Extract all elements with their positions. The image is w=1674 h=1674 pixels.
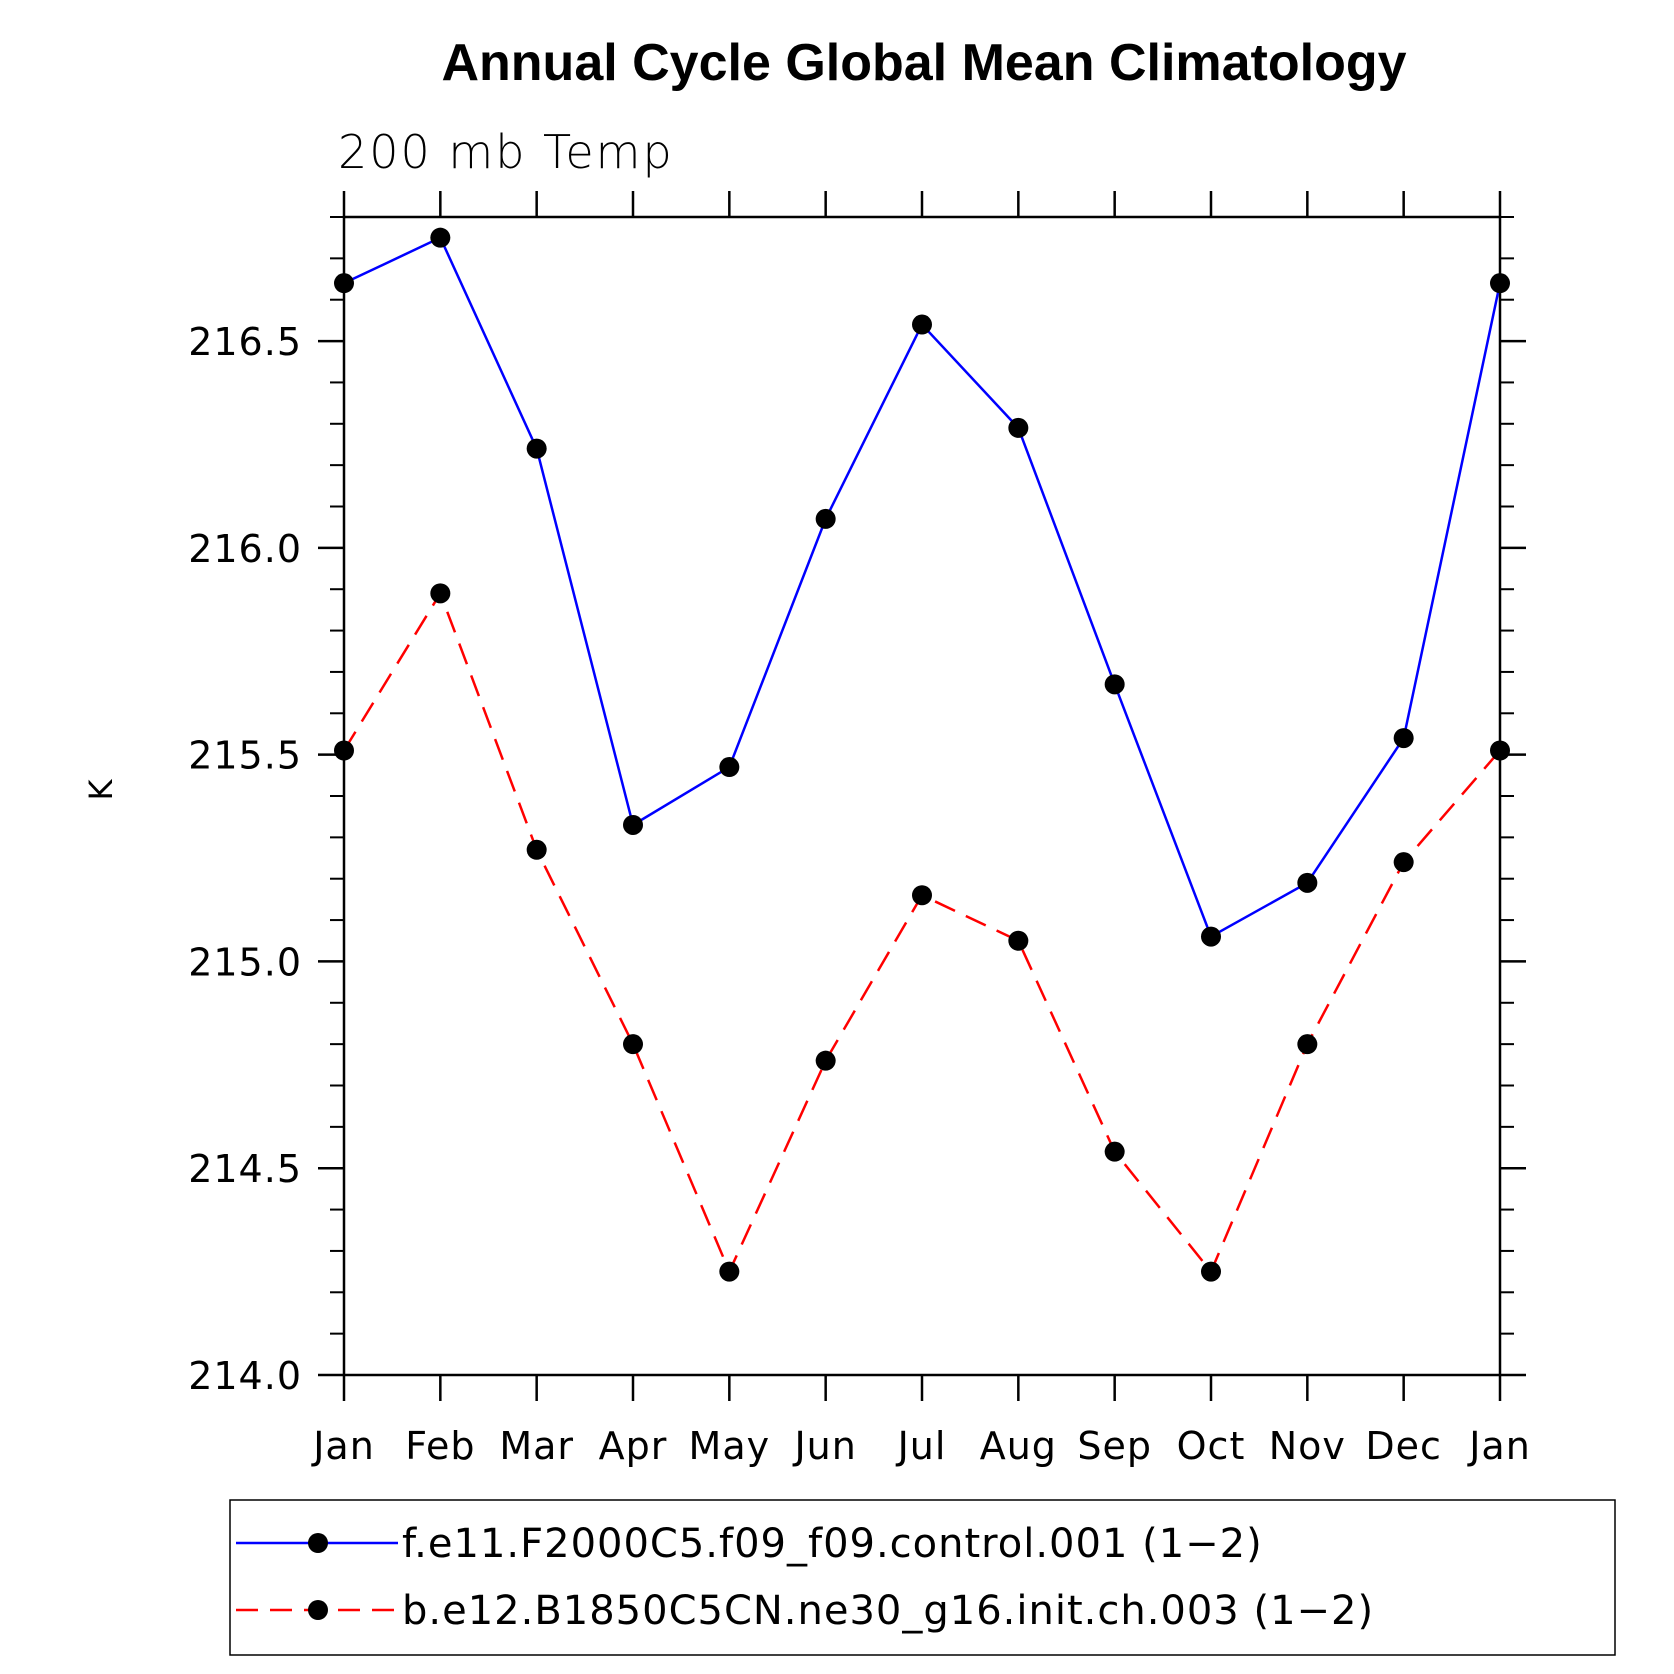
x-tick-label: Jan [1467, 1424, 1531, 1468]
x-tick-label: Feb [405, 1424, 475, 1468]
data-point [1201, 926, 1221, 947]
legend-marker [308, 1533, 328, 1553]
x-tick-label: Aug [980, 1424, 1057, 1468]
data-point [623, 1034, 643, 1055]
series-line [342, 590, 1501, 1275]
data-point [430, 227, 451, 248]
data-point [815, 508, 836, 529]
legend-label: b.e12.B1850C5CN.ne30_g16.init.ch.003 (1−… [402, 1588, 1374, 1634]
y-tick-label: 216.0 [188, 527, 302, 571]
x-tick-label: May [689, 1424, 771, 1468]
legend-marker [308, 1600, 328, 1620]
plot-frame [342, 215, 1502, 1377]
legend-box [229, 1499, 1616, 1656]
y-tick-label: 214.5 [188, 1147, 302, 1191]
chart-title: Annual Cycle Global Mean Climatology [441, 34, 1406, 92]
x-tick-label: Sep [1077, 1424, 1152, 1468]
x-tick-label: Mar [499, 1424, 574, 1468]
series-2 [334, 583, 1510, 1282]
data-point [526, 438, 547, 459]
x-tick-label: Nov [1269, 1424, 1346, 1468]
data-point [719, 757, 740, 778]
data-point [334, 740, 354, 761]
data-point [430, 583, 451, 604]
data-point [912, 885, 932, 906]
y-tick-label: 215.5 [188, 734, 302, 778]
x-tick-label: Jul [896, 1424, 947, 1468]
data-point [1201, 1261, 1221, 1282]
data-point [1297, 1034, 1318, 1055]
data-point [1008, 417, 1029, 438]
data-point [1008, 930, 1029, 951]
x-tick-label: Apr [599, 1424, 668, 1468]
y-tick-label: 216.5 [188, 320, 302, 364]
data-point [1104, 674, 1125, 695]
data-point [623, 814, 643, 835]
x-tick-label: Oct [1177, 1424, 1246, 1468]
data-point [1104, 1141, 1125, 1162]
data-point [1297, 872, 1318, 893]
legend-entries: f.e11.F2000C5.f09_f09.control.001 (1−2) b… [236, 1521, 1374, 1634]
data-point [1393, 728, 1414, 749]
series-layer [334, 227, 1510, 1282]
data-point [912, 314, 932, 335]
data-point [719, 1261, 740, 1282]
data-point [334, 273, 354, 294]
x-tick-label: Jun [792, 1424, 856, 1468]
data-point [1393, 852, 1414, 873]
data-point [526, 839, 547, 860]
data-point [1490, 273, 1510, 294]
axes: Jan Feb Mar Apr May Jun Jul Aug Sep Oct Nov Dec Jan2… [188, 191, 1531, 1468]
chart-subtitle: 200 mb Temp [338, 125, 674, 179]
legend-label: f.e11.F2000C5.f09_f09.control.001 (1−2) [402, 1521, 1263, 1567]
x-tick-label: Dec [1365, 1424, 1442, 1468]
y-tick-label: 215.0 [188, 940, 302, 984]
data-point [815, 1050, 836, 1071]
y-tick-label: 214.0 [188, 1354, 302, 1398]
data-point [1490, 740, 1510, 761]
x-tick-label: Jan [311, 1424, 375, 1468]
series-line [343, 236, 1502, 939]
legend: f.e11.F2000C5.f09_f09.control.001 (1−2) b… [229, 1499, 1616, 1656]
series-1 [334, 227, 1510, 947]
y-axis-label: K [82, 778, 120, 800]
